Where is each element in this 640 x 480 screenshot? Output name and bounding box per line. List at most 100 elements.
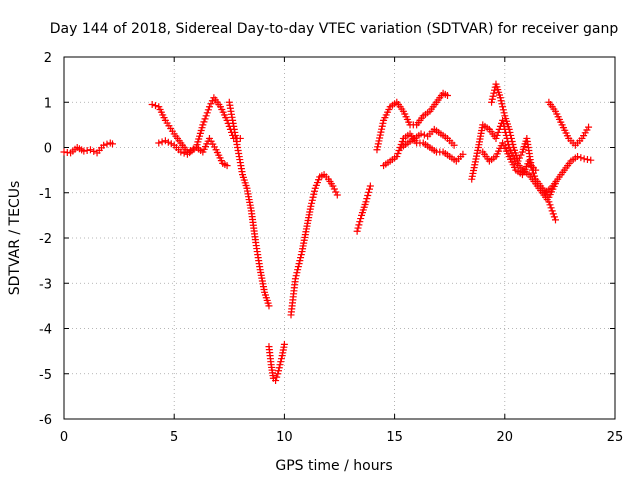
data-point <box>167 140 175 148</box>
x-tick-label: 25 <box>607 430 624 445</box>
data-point <box>307 202 315 210</box>
data-point <box>164 138 172 146</box>
data-point <box>294 266 302 274</box>
data-series <box>353 182 374 235</box>
data-point <box>551 216 559 224</box>
data-point <box>272 377 280 385</box>
data-point <box>308 199 316 207</box>
y-tick-label: -4 <box>39 323 52 338</box>
y-tick-label: -2 <box>39 232 52 247</box>
data-point <box>355 221 363 229</box>
y-tick-label: 2 <box>44 51 52 66</box>
data-point <box>577 154 585 162</box>
data-series <box>397 125 458 151</box>
data-point <box>332 188 340 196</box>
data-series <box>545 98 593 149</box>
data-point <box>330 185 338 193</box>
tick-labels: 0 5 10 15 20 25 -6 -5 -4 -3 -2 -1 0 1 2 <box>39 51 623 445</box>
data-point <box>353 227 361 235</box>
data-marks <box>60 80 595 385</box>
data-point <box>295 260 303 268</box>
data-series <box>155 134 231 170</box>
data-point <box>276 361 284 369</box>
x-tick-label: 10 <box>276 430 293 445</box>
data-point <box>525 157 533 165</box>
data-point <box>203 109 211 117</box>
data-point <box>208 97 216 105</box>
data-point <box>83 146 91 154</box>
data-point <box>459 150 467 158</box>
data-point <box>493 131 501 139</box>
data-point <box>517 151 525 159</box>
data-point <box>265 302 273 310</box>
data-point <box>363 195 371 203</box>
x-tick-label: 20 <box>497 430 514 445</box>
data-point <box>379 119 387 127</box>
data-point <box>583 155 591 163</box>
axis-ticks <box>63 56 616 420</box>
x-axis-label: GPS time / hours <box>275 458 392 474</box>
data-point <box>310 190 318 198</box>
data-point <box>549 210 557 218</box>
data-point <box>356 218 364 226</box>
data-point <box>398 137 406 145</box>
data-point <box>280 340 288 348</box>
data-point <box>199 121 207 129</box>
data-point <box>514 157 522 165</box>
data-point <box>494 128 502 136</box>
grid <box>64 57 615 419</box>
data-point <box>580 155 588 163</box>
data-point <box>376 134 384 142</box>
chart-title: Day 144 of 2018, Sidereal Day-to-day VTE… <box>50 21 619 37</box>
data-point <box>275 364 283 372</box>
data-point <box>201 115 209 123</box>
y-tick-label: -3 <box>39 277 52 292</box>
x-tick-label: 5 <box>170 430 178 445</box>
data-point <box>200 118 208 126</box>
data-point <box>277 358 285 366</box>
data-series <box>380 130 467 170</box>
data-point <box>80 147 88 155</box>
data-series <box>479 139 559 201</box>
data-point <box>490 89 498 97</box>
data-series <box>373 89 451 154</box>
y-tick-label: -5 <box>39 368 52 383</box>
data-point <box>155 139 163 147</box>
data-point <box>365 188 373 196</box>
data-point <box>294 263 302 271</box>
data-point <box>509 140 517 148</box>
y-tick-label: -6 <box>39 413 52 428</box>
data-point <box>333 191 341 199</box>
data-point <box>500 109 508 117</box>
data-series <box>265 340 288 385</box>
data-point <box>309 193 317 201</box>
data-point <box>574 153 582 161</box>
data-point <box>274 370 282 378</box>
data-point <box>547 204 555 212</box>
data-point <box>378 125 386 133</box>
data-point <box>366 182 374 190</box>
data-point <box>515 154 523 162</box>
data-point <box>296 257 304 265</box>
data-point <box>527 163 535 171</box>
data-point <box>585 123 593 131</box>
data-point <box>507 134 515 142</box>
data-point <box>377 128 385 136</box>
data-point <box>277 355 285 363</box>
data-point <box>443 91 451 99</box>
data-point <box>420 131 428 139</box>
data-point <box>297 254 305 262</box>
data-point <box>354 224 362 232</box>
data-point <box>161 137 169 145</box>
data-series <box>60 139 116 157</box>
data-point <box>528 166 536 174</box>
data-series <box>287 171 341 319</box>
data-point <box>548 207 556 215</box>
data-point <box>374 143 382 151</box>
data-point <box>158 138 166 146</box>
data-point <box>376 131 384 139</box>
data-point <box>550 213 558 221</box>
data-point <box>492 134 500 142</box>
data-point <box>177 148 185 156</box>
data-point <box>526 160 534 168</box>
